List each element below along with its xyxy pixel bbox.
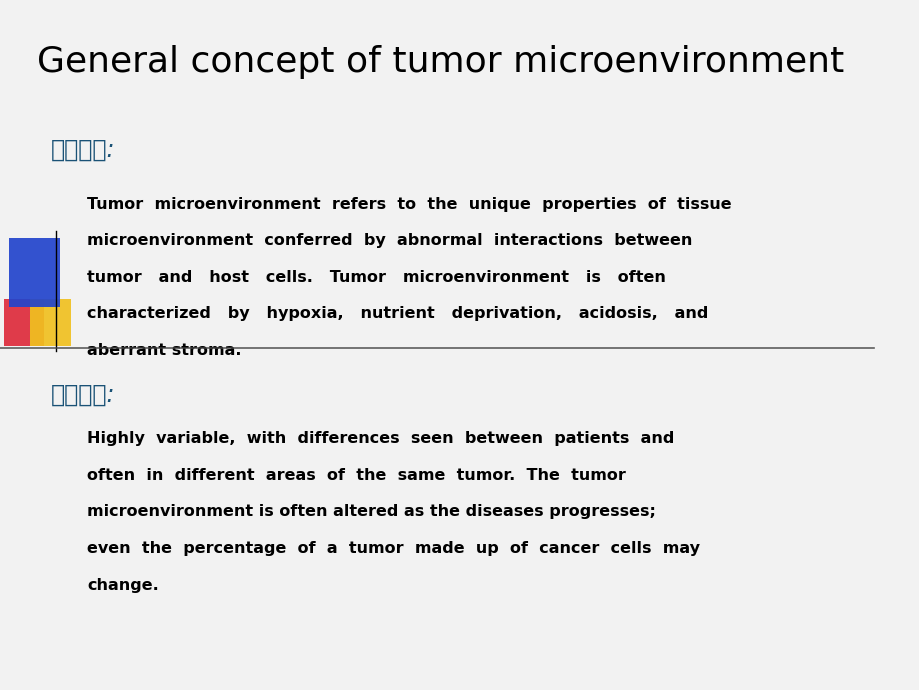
Bar [30, 299, 71, 346]
Text: aberrant stroma.: aberrant stroma. [87, 343, 242, 358]
Text: characterized   by   hypoxia,   nutrient   deprivation,   acidosis,   and: characterized by hypoxia, nutrient depri… [87, 306, 708, 322]
Text: microenvironment  conferred  by  abnormal  interactions  between: microenvironment conferred by abnormal i… [87, 233, 692, 248]
Text: 基本定义:: 基本定义: [51, 138, 115, 162]
Bar [9, 238, 60, 307]
Text: even  the  percentage  of  a  tumor  made  up  of  cancer  cells  may: even the percentage of a tumor made up o… [87, 541, 699, 556]
Text: change.: change. [87, 578, 159, 593]
Bar [4, 299, 44, 346]
Text: microenvironment is often altered as the diseases progresses;: microenvironment is often altered as the… [87, 504, 655, 520]
Text: tumor   and   host   cells.   Tumor   microenvironment   is   often: tumor and host cells. Tumor microenviron… [87, 270, 665, 285]
Text: General concept of tumor microenvironment: General concept of tumor microenvironmen… [37, 45, 843, 79]
Text: 主要特征:: 主要特征: [51, 383, 115, 407]
Text: Tumor  microenvironment  refers  to  the  unique  properties  of  tissue: Tumor microenvironment refers to the uni… [87, 197, 732, 212]
Text: often  in  different  areas  of  the  same  tumor.  The  tumor: often in different areas of the same tum… [87, 468, 626, 483]
Text: Highly  variable,  with  differences  seen  between  patients  and: Highly variable, with differences seen b… [87, 431, 674, 446]
